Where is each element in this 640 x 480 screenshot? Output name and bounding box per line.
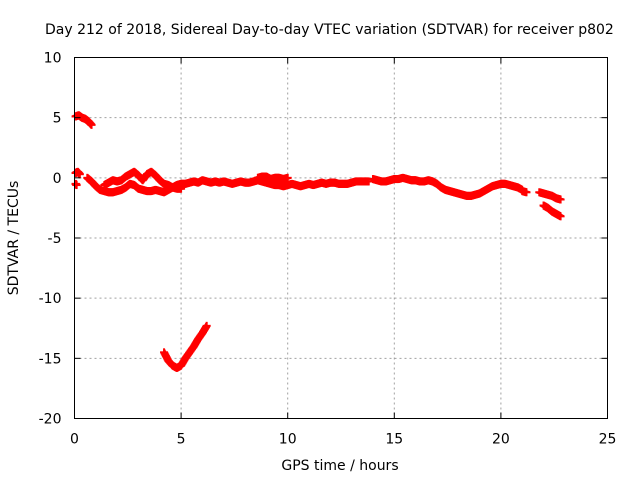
x-tick-label: 25 <box>599 432 617 448</box>
data-points <box>71 111 565 372</box>
x-tick-label: 5 <box>177 432 186 448</box>
data-point <box>283 173 292 182</box>
data-point <box>364 177 373 186</box>
y-axis-label: SDTVAR / TECUs <box>6 181 22 296</box>
x-axis-label: GPS time / hours <box>281 458 398 474</box>
chart-title: Day 212 of 2018, Sidereal Day-to-day VTE… <box>45 22 614 38</box>
grid-lines <box>74 57 608 419</box>
y-tick-label: -5 <box>48 231 62 247</box>
y-tick-label: -20 <box>39 412 62 428</box>
data-point <box>556 212 565 221</box>
axis-ticks <box>74 57 608 419</box>
x-tick-label: 15 <box>385 432 403 448</box>
y-tick-label: 5 <box>53 111 62 127</box>
data-point <box>87 120 96 129</box>
x-tick-label: 0 <box>70 432 79 448</box>
y-tick-labels: -20 -15 -10 -5 0 5 10 <box>39 51 62 428</box>
data-point <box>75 170 84 179</box>
y-tick-label: 10 <box>44 51 62 67</box>
data-point <box>177 184 186 193</box>
data-point <box>556 195 565 204</box>
x-tick-label: 10 <box>279 432 297 448</box>
y-tick-label: -10 <box>39 291 62 307</box>
x-tick-label: 20 <box>492 432 510 448</box>
data-point <box>202 321 211 330</box>
data-point <box>72 181 81 190</box>
data-point <box>522 188 531 197</box>
y-tick-label: 0 <box>53 171 62 187</box>
y-tick-label: -15 <box>39 351 62 367</box>
x-tick-labels: 0 5 10 15 20 25 <box>70 432 616 448</box>
